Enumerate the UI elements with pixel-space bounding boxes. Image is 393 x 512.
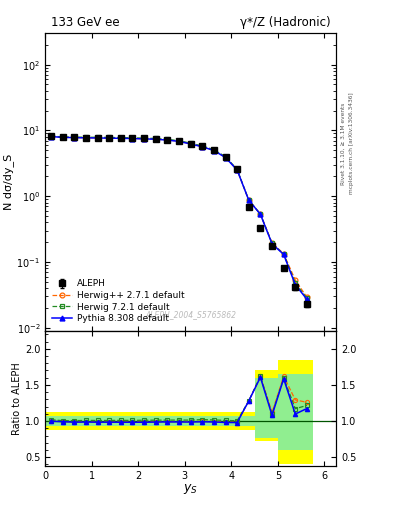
Herwig++ 2.7.1 default: [246, 197, 251, 203]
Pythia 8.308 default: [200, 144, 205, 150]
Herwig++ 2.7.1 default: [235, 167, 239, 173]
Pythia 8.308 default: [270, 241, 274, 247]
Pythia 8.308 default: [305, 296, 309, 303]
Herwig++ 2.7.1 default: [293, 277, 298, 283]
Pythia 8.308 default: [107, 135, 112, 141]
Herwig++ 2.7.1 default: [142, 136, 147, 142]
Pythia 8.308 default: [118, 135, 123, 141]
Herwig 7.2.1 default: [270, 240, 274, 246]
Herwig++ 2.7.1 default: [281, 251, 286, 257]
Pythia 8.308 default: [49, 134, 53, 140]
Line: Herwig++ 2.7.1 default: Herwig++ 2.7.1 default: [49, 134, 309, 300]
Text: γ*/Z (Hadronic): γ*/Z (Hadronic): [240, 16, 330, 29]
Pythia 8.308 default: [95, 135, 100, 141]
Herwig 7.2.1 default: [60, 134, 65, 140]
Herwig 7.2.1 default: [223, 154, 228, 160]
Text: mcplots.cern.ch [arXiv:1306.3436]: mcplots.cern.ch [arXiv:1306.3436]: [349, 93, 354, 194]
Herwig 7.2.1 default: [130, 135, 135, 141]
Pythia 8.308 default: [153, 136, 158, 142]
Line: Pythia 8.308 default: Pythia 8.308 default: [49, 134, 309, 302]
Herwig 7.2.1 default: [49, 133, 53, 139]
Herwig 7.2.1 default: [293, 280, 298, 286]
Herwig 7.2.1 default: [176, 138, 181, 144]
Pythia 8.308 default: [130, 136, 135, 142]
Herwig++ 2.7.1 default: [84, 135, 88, 141]
Herwig++ 2.7.1 default: [49, 133, 53, 139]
Herwig 7.2.1 default: [84, 134, 88, 140]
Pythia 8.308 default: [142, 136, 147, 142]
Y-axis label: Ratio to ALEPH: Ratio to ALEPH: [12, 362, 22, 435]
Text: ALEPH_2004_S5765862: ALEPH_2004_S5765862: [145, 310, 236, 319]
Pythia 8.308 default: [293, 282, 298, 288]
Herwig 7.2.1 default: [211, 147, 216, 153]
Line: Herwig 7.2.1 default: Herwig 7.2.1 default: [49, 134, 309, 301]
Herwig 7.2.1 default: [281, 251, 286, 258]
Herwig 7.2.1 default: [305, 295, 309, 302]
Herwig 7.2.1 default: [107, 134, 112, 140]
Herwig++ 2.7.1 default: [118, 135, 123, 141]
Pythia 8.308 default: [176, 138, 181, 144]
Herwig++ 2.7.1 default: [211, 147, 216, 154]
Legend: ALEPH, Herwig++ 2.7.1 default, Herwig 7.2.1 default, Pythia 8.308 default: ALEPH, Herwig++ 2.7.1 default, Herwig 7.…: [50, 276, 187, 326]
Herwig 7.2.1 default: [118, 135, 123, 141]
Pythia 8.308 default: [72, 135, 77, 141]
Herwig 7.2.1 default: [200, 143, 205, 149]
Pythia 8.308 default: [258, 211, 263, 218]
Pythia 8.308 default: [281, 251, 286, 258]
Herwig 7.2.1 default: [153, 135, 158, 141]
Text: 133 GeV ee: 133 GeV ee: [51, 16, 119, 29]
Herwig 7.2.1 default: [246, 197, 251, 203]
Herwig++ 2.7.1 default: [270, 240, 274, 246]
Pythia 8.308 default: [188, 141, 193, 147]
Pythia 8.308 default: [60, 134, 65, 140]
Herwig 7.2.1 default: [188, 140, 193, 146]
Pythia 8.308 default: [235, 167, 239, 173]
Pythia 8.308 default: [84, 135, 88, 141]
Herwig++ 2.7.1 default: [200, 143, 205, 150]
Text: Rivet 3.1.10, ≥ 3.1M events: Rivet 3.1.10, ≥ 3.1M events: [341, 102, 346, 184]
Herwig++ 2.7.1 default: [176, 138, 181, 144]
Herwig++ 2.7.1 default: [188, 141, 193, 147]
Herwig 7.2.1 default: [142, 135, 147, 141]
Herwig 7.2.1 default: [235, 166, 239, 173]
Herwig 7.2.1 default: [95, 134, 100, 140]
Herwig++ 2.7.1 default: [107, 135, 112, 141]
Herwig++ 2.7.1 default: [95, 135, 100, 141]
Y-axis label: N dσ/dy_S: N dσ/dy_S: [3, 154, 14, 210]
Pythia 8.308 default: [165, 137, 170, 143]
Herwig++ 2.7.1 default: [130, 135, 135, 141]
Pythia 8.308 default: [211, 147, 216, 154]
Herwig 7.2.1 default: [72, 134, 77, 140]
Herwig++ 2.7.1 default: [72, 135, 77, 141]
Herwig++ 2.7.1 default: [165, 137, 170, 143]
Herwig 7.2.1 default: [258, 211, 263, 217]
Herwig++ 2.7.1 default: [258, 211, 263, 217]
Herwig++ 2.7.1 default: [153, 136, 158, 142]
X-axis label: $y_S$: $y_S$: [183, 482, 198, 496]
Herwig++ 2.7.1 default: [223, 154, 228, 160]
Herwig 7.2.1 default: [165, 136, 170, 142]
Herwig++ 2.7.1 default: [60, 134, 65, 140]
Herwig++ 2.7.1 default: [305, 294, 309, 301]
Pythia 8.308 default: [223, 155, 228, 161]
Pythia 8.308 default: [246, 197, 251, 203]
